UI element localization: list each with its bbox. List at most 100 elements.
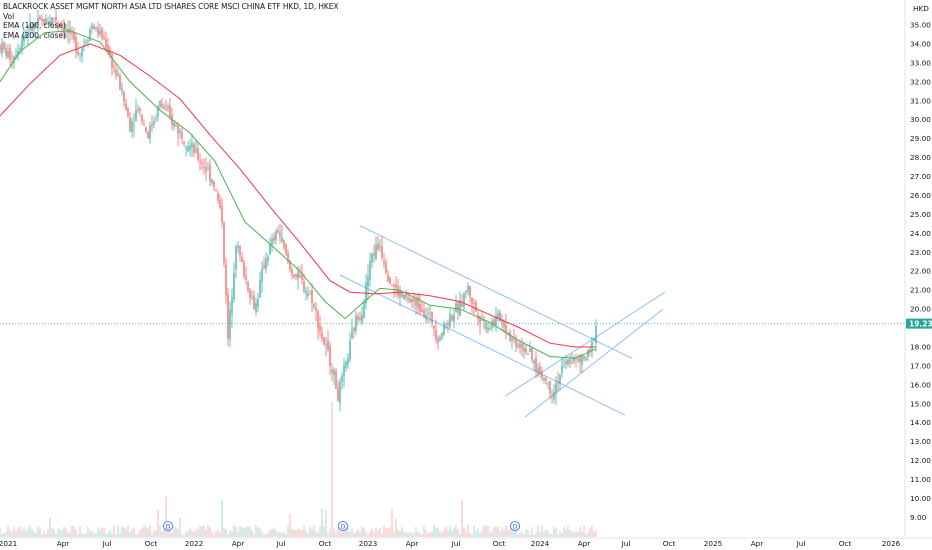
candle-body [335, 371, 337, 389]
candle-body [51, 17, 53, 24]
candle-body [339, 382, 341, 404]
volume-bar [329, 529, 331, 537]
candle-body [459, 300, 461, 316]
volume-bar [99, 529, 101, 537]
volume-bar [501, 527, 503, 537]
volume-bar [535, 532, 537, 537]
volume-bar [67, 532, 69, 537]
candle-body [285, 244, 287, 254]
candle-body [409, 298, 411, 303]
legend-ema-200[interactable]: EMA (200, close) [3, 30, 66, 40]
price-tick-label: 18.00 [910, 342, 931, 351]
volume-bar [103, 527, 105, 537]
candle-body [195, 149, 197, 152]
candle-body [211, 180, 213, 184]
candle-body [495, 315, 497, 326]
candle-body [71, 31, 73, 35]
price-tick-label: 24.00 [910, 229, 931, 238]
legend-ema-100[interactable]: EMA (100, close) [3, 21, 66, 31]
volume-bar [193, 532, 195, 537]
candle-body [423, 310, 425, 318]
volume-bar [323, 526, 325, 537]
dividend-marker[interactable] [510, 521, 520, 531]
candle-body [283, 239, 285, 248]
candle-body [325, 343, 327, 345]
candle-body [539, 366, 541, 374]
dividend-marker[interactable] [338, 521, 348, 531]
volume-bar [531, 527, 533, 537]
candle-body [413, 298, 415, 302]
volume-bar [479, 532, 481, 537]
candle-body [139, 108, 141, 112]
candle-body [21, 39, 23, 51]
candle-body [73, 32, 75, 40]
dividend-marker[interactable] [163, 521, 173, 531]
trend-line[interactable] [524, 308, 664, 418]
candle-body [383, 260, 385, 263]
candle-body [491, 321, 493, 328]
candle-body [361, 314, 363, 323]
candle-body [259, 280, 261, 298]
candle-body [273, 237, 275, 241]
trend-line[interactable] [359, 225, 633, 359]
trend-line[interactable] [339, 274, 626, 416]
price-tick-label: 14.00 [910, 418, 931, 427]
volume-bar [573, 532, 575, 537]
volume-bar [577, 532, 579, 537]
candle-body [181, 132, 183, 139]
candle-body [53, 17, 55, 19]
volume-bar [57, 528, 59, 537]
volume-bar [47, 529, 49, 537]
candle-body [85, 41, 87, 43]
volume-bar [207, 525, 209, 537]
candle-body [391, 284, 393, 286]
legend-volume[interactable]: Vol [3, 11, 15, 21]
candle-body [43, 18, 45, 25]
price-tick-label: 30.00 [910, 115, 931, 124]
candle-body [331, 369, 333, 373]
volume-bar [465, 531, 467, 537]
volume-bar [543, 532, 545, 537]
candle-body [25, 32, 27, 37]
volume-bar [407, 533, 409, 537]
volume-bar [523, 534, 525, 537]
volume-bar [179, 517, 181, 537]
volume-bar [253, 534, 255, 537]
volume-bar [469, 533, 471, 537]
volume-bar [591, 525, 593, 537]
candle-body [347, 358, 349, 365]
candle-body [123, 91, 125, 102]
volume-bar [191, 530, 193, 537]
candle-body [509, 332, 511, 341]
volume-bar [327, 533, 329, 537]
volume-bar [219, 531, 221, 537]
time-tick-label: Oct [839, 539, 852, 548]
price-tick-label: 34.00 [910, 39, 931, 48]
candle-body [143, 122, 145, 124]
candle-body [533, 360, 535, 364]
volume-bar [417, 531, 419, 537]
volume-bar [159, 525, 161, 537]
volume-bar [449, 526, 451, 537]
trend-line[interactable] [504, 291, 666, 397]
candle-body [319, 325, 321, 332]
volume-bar [281, 532, 283, 537]
candle-body [499, 312, 501, 321]
candle-body [19, 48, 21, 50]
volume-bar [181, 534, 183, 537]
volume-bar [241, 526, 243, 537]
candle-body [249, 289, 251, 298]
candle-body [87, 40, 89, 42]
volume-bar [255, 525, 257, 537]
volume-bar [463, 528, 465, 537]
candle-body [37, 18, 39, 26]
volume-bar [335, 532, 337, 537]
candle-body [47, 21, 49, 23]
candle-body [559, 374, 561, 385]
candle-body [95, 26, 97, 29]
last-price-label: 19.23 [909, 319, 932, 328]
candle-body [415, 299, 417, 306]
candle-body [147, 132, 149, 139]
dividend-marker-label: D [341, 524, 346, 531]
